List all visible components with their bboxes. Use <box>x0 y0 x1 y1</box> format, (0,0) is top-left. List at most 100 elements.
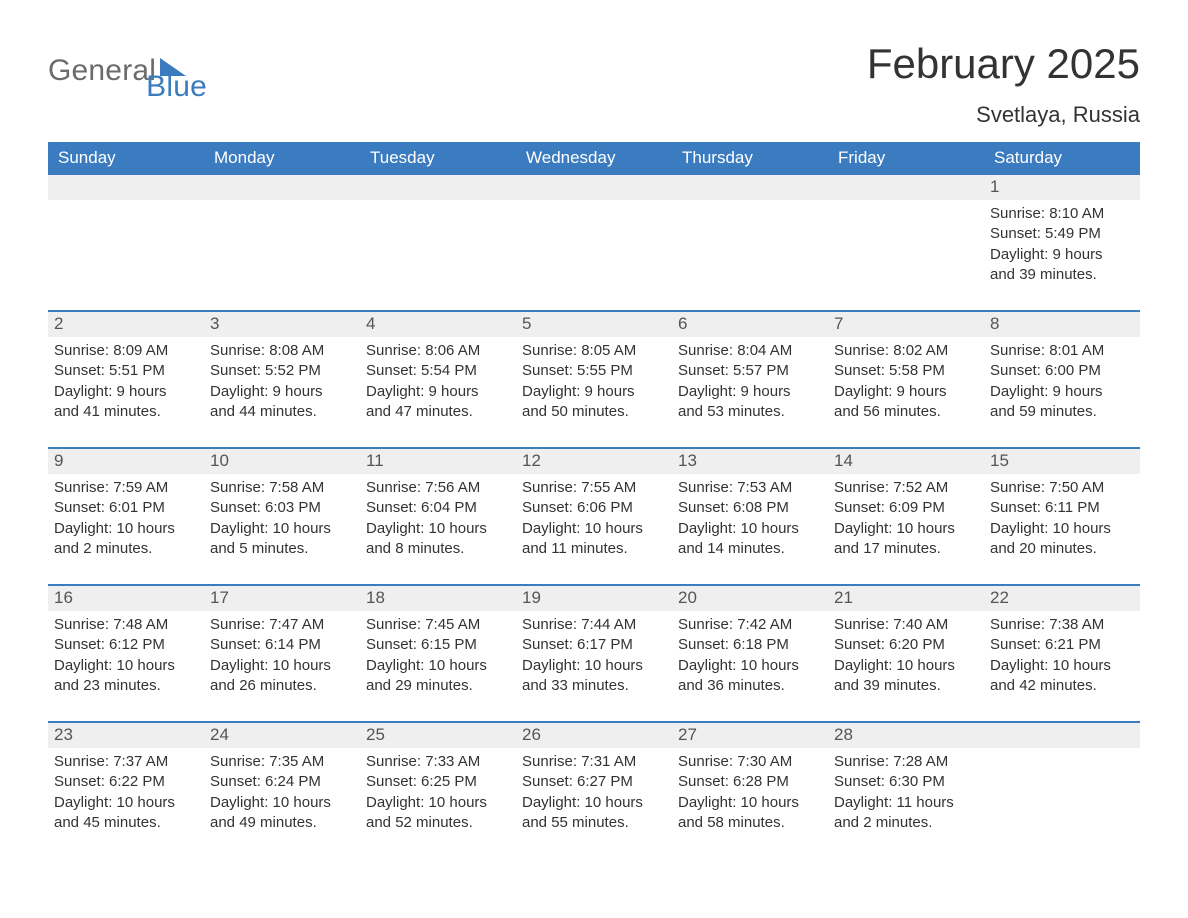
day-daylight2: and 23 minutes. <box>54 676 198 696</box>
day-daylight2: and 49 minutes. <box>210 813 354 833</box>
day-cell: Sunrise: 7:50 AMSunset: 6:11 PMDaylight:… <box>984 474 1140 570</box>
day-daylight2: and 5 minutes. <box>210 539 354 559</box>
day-sunset: Sunset: 5:52 PM <box>210 361 354 381</box>
day-sunrise: Sunrise: 8:09 AM <box>54 341 198 361</box>
day-cell: Sunrise: 8:10 AMSunset: 5:49 PMDaylight:… <box>984 200 1140 296</box>
day-of-week-label: Saturday <box>984 142 1140 175</box>
day-cell: Sunrise: 7:56 AMSunset: 6:04 PMDaylight:… <box>360 474 516 570</box>
day-number: 7 <box>828 312 984 337</box>
day-sunset: Sunset: 5:57 PM <box>678 361 822 381</box>
day-sunrise: Sunrise: 7:56 AM <box>366 478 510 498</box>
day-of-week-label: Sunday <box>48 142 204 175</box>
day-number <box>48 175 204 200</box>
day-sunrise: Sunrise: 7:59 AM <box>54 478 198 498</box>
day-daylight1: Daylight: 10 hours <box>678 656 822 676</box>
day-daylight2: and 11 minutes. <box>522 539 666 559</box>
day-number: 21 <box>828 586 984 611</box>
day-number: 17 <box>204 586 360 611</box>
day-daylight2: and 45 minutes. <box>54 813 198 833</box>
day-daylight1: Daylight: 10 hours <box>366 793 510 813</box>
day-daylight1: Daylight: 11 hours <box>834 793 978 813</box>
day-sunrise: Sunrise: 7:55 AM <box>522 478 666 498</box>
day-cell: Sunrise: 7:48 AMSunset: 6:12 PMDaylight:… <box>48 611 204 707</box>
day-of-week-label: Tuesday <box>360 142 516 175</box>
day-sunset: Sunset: 6:15 PM <box>366 635 510 655</box>
day-sunset: Sunset: 6:09 PM <box>834 498 978 518</box>
day-of-week-label: Monday <box>204 142 360 175</box>
day-number: 5 <box>516 312 672 337</box>
logo: General Blue <box>48 54 249 88</box>
day-number: 8 <box>984 312 1140 337</box>
day-of-week-header: SundayMondayTuesdayWednesdayThursdayFrid… <box>48 142 1140 175</box>
day-number: 25 <box>360 723 516 748</box>
calendar-week: 9101112131415Sunrise: 7:59 AMSunset: 6:0… <box>48 447 1140 570</box>
day-daylight2: and 26 minutes. <box>210 676 354 696</box>
day-number: 23 <box>48 723 204 748</box>
day-daylight1: Daylight: 10 hours <box>522 519 666 539</box>
day-number <box>516 175 672 200</box>
day-cell: Sunrise: 7:52 AMSunset: 6:09 PMDaylight:… <box>828 474 984 570</box>
day-daylight2: and 41 minutes. <box>54 402 198 422</box>
day-daylight1: Daylight: 10 hours <box>990 519 1134 539</box>
day-cell: Sunrise: 7:31 AMSunset: 6:27 PMDaylight:… <box>516 748 672 844</box>
day-number: 26 <box>516 723 672 748</box>
day-daylight1: Daylight: 10 hours <box>678 519 822 539</box>
day-cell <box>204 200 360 296</box>
day-cell: Sunrise: 7:59 AMSunset: 6:01 PMDaylight:… <box>48 474 204 570</box>
day-daylight1: Daylight: 10 hours <box>522 656 666 676</box>
day-number-row: 2345678 <box>48 312 1140 337</box>
day-sunset: Sunset: 6:30 PM <box>834 772 978 792</box>
day-daylight2: and 50 minutes. <box>522 402 666 422</box>
day-daylight2: and 36 minutes. <box>678 676 822 696</box>
day-daylight1: Daylight: 9 hours <box>678 382 822 402</box>
day-sunrise: Sunrise: 7:50 AM <box>990 478 1134 498</box>
day-cell: Sunrise: 8:02 AMSunset: 5:58 PMDaylight:… <box>828 337 984 433</box>
day-detail-row: Sunrise: 8:10 AMSunset: 5:49 PMDaylight:… <box>48 200 1140 296</box>
day-sunset: Sunset: 6:27 PM <box>522 772 666 792</box>
day-sunset: Sunset: 5:58 PM <box>834 361 978 381</box>
day-daylight1: Daylight: 10 hours <box>210 656 354 676</box>
day-number: 16 <box>48 586 204 611</box>
day-daylight2: and 42 minutes. <box>990 676 1134 696</box>
day-sunrise: Sunrise: 7:42 AM <box>678 615 822 635</box>
day-number: 9 <box>48 449 204 474</box>
calendar-page: General Blue February 2025 Svetlaya, Rus… <box>0 0 1188 918</box>
day-sunrise: Sunrise: 8:08 AM <box>210 341 354 361</box>
day-detail-row: Sunrise: 8:09 AMSunset: 5:51 PM Daylight:… <box>48 337 1140 433</box>
day-daylight1: Daylight: 10 hours <box>522 793 666 813</box>
day-daylight1: Daylight: 10 hours <box>54 519 198 539</box>
day-cell <box>48 200 204 296</box>
day-sunrise: Sunrise: 7:30 AM <box>678 752 822 772</box>
day-sunrise: Sunrise: 8:05 AM <box>522 341 666 361</box>
day-cell <box>672 200 828 296</box>
day-daylight2: and 17 minutes. <box>834 539 978 559</box>
day-cell: Sunrise: 7:58 AMSunset: 6:03 PMDaylight:… <box>204 474 360 570</box>
day-daylight1: Daylight: 9 hours <box>210 382 354 402</box>
day-cell: Sunrise: 7:44 AMSunset: 6:17 PMDaylight:… <box>516 611 672 707</box>
calendar-week: 2345678 Sunrise: 8:09 AMSunset: 5:51 PM Da… <box>48 310 1140 433</box>
day-sunset: Sunset: 6:22 PM <box>54 772 198 792</box>
day-sunset: Sunset: 6:17 PM <box>522 635 666 655</box>
day-sunrise: Sunrise: 7:45 AM <box>366 615 510 635</box>
day-sunset: Sunset: 6:04 PM <box>366 498 510 518</box>
day-number: 10 <box>204 449 360 474</box>
day-cell <box>984 748 1140 844</box>
day-sunset: Sunset: 6:00 PM <box>990 361 1134 381</box>
calendar: SundayMondayTuesdayWednesdayThursdayFrid… <box>48 142 1140 844</box>
day-sunset: Sunset: 5:51 PM <box>54 361 198 381</box>
day-sunset: Sunset: 6:21 PM <box>990 635 1134 655</box>
day-number-row: 9101112131415 <box>48 449 1140 474</box>
day-daylight2: and 53 minutes. <box>678 402 822 422</box>
day-number <box>360 175 516 200</box>
day-daylight2: and 39 minutes. <box>990 265 1134 285</box>
day-daylight1: Daylight: 10 hours <box>366 519 510 539</box>
day-cell: Sunrise: 7:33 AMSunset: 6:25 PMDaylight:… <box>360 748 516 844</box>
day-cell: Sunrise: 7:47 AMSunset: 6:14 PMDaylight:… <box>204 611 360 707</box>
day-daylight1: Daylight: 10 hours <box>834 656 978 676</box>
day-daylight1: Daylight: 10 hours <box>834 519 978 539</box>
day-sunset: Sunset: 5:55 PM <box>522 361 666 381</box>
day-cell: Sunrise: 7:30 AMSunset: 6:28 PMDaylight:… <box>672 748 828 844</box>
day-sunset: Sunset: 5:54 PM <box>366 361 510 381</box>
day-daylight1: Daylight: 9 hours <box>990 245 1134 265</box>
day-number <box>984 723 1140 748</box>
